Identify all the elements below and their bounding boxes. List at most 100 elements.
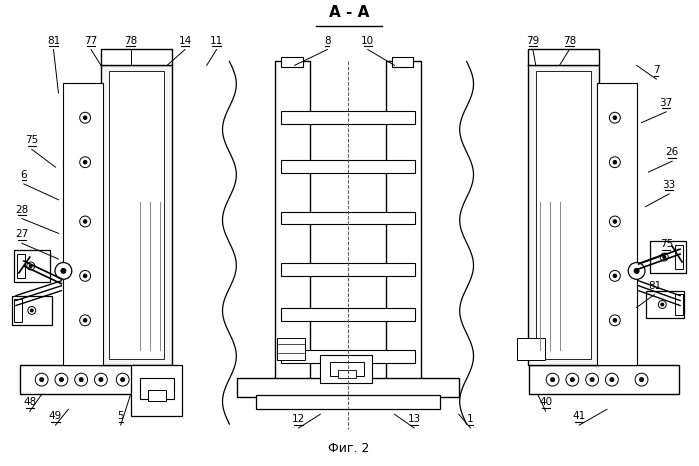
Circle shape (80, 315, 91, 326)
Bar (256, 396, 440, 409)
Circle shape (610, 157, 620, 168)
Bar (17, 254, 25, 278)
Text: 33: 33 (663, 180, 676, 190)
Bar (20, 365, 170, 394)
Circle shape (613, 219, 617, 223)
Bar (529, 365, 679, 394)
Bar (64, 83, 103, 365)
Text: 41: 41 (572, 411, 586, 421)
Circle shape (116, 373, 129, 386)
Circle shape (40, 377, 43, 382)
Bar (140, 377, 174, 399)
Circle shape (610, 112, 620, 123)
Bar (281, 111, 415, 123)
Text: 1: 1 (467, 414, 474, 424)
Text: 8: 8 (324, 35, 331, 46)
Circle shape (55, 262, 72, 279)
Circle shape (28, 307, 36, 315)
Text: 27: 27 (15, 229, 29, 239)
Bar (281, 212, 415, 225)
Circle shape (605, 373, 619, 386)
Text: 28: 28 (15, 205, 29, 214)
Bar (14, 250, 50, 282)
Text: 75: 75 (25, 136, 38, 145)
Circle shape (628, 262, 645, 279)
Circle shape (613, 160, 617, 164)
Text: 5: 5 (117, 411, 124, 421)
Circle shape (613, 274, 617, 278)
Circle shape (546, 373, 559, 386)
Bar (536, 71, 591, 359)
Circle shape (80, 157, 91, 168)
Bar (528, 65, 599, 365)
Circle shape (551, 377, 554, 382)
Bar (281, 263, 415, 276)
Circle shape (83, 319, 87, 322)
Text: 77: 77 (85, 35, 98, 46)
Bar (101, 65, 172, 365)
Circle shape (29, 265, 32, 267)
Bar (281, 350, 415, 363)
Circle shape (610, 216, 620, 227)
Text: А - А: А - А (329, 5, 369, 20)
Bar (281, 57, 303, 67)
Circle shape (80, 216, 91, 227)
Circle shape (80, 112, 91, 123)
Circle shape (35, 373, 48, 386)
Bar (109, 71, 164, 359)
Bar (391, 57, 413, 67)
Text: 79: 79 (526, 35, 540, 46)
Circle shape (634, 268, 639, 274)
Text: 12: 12 (292, 414, 305, 424)
Circle shape (30, 309, 34, 312)
Circle shape (79, 377, 83, 382)
Text: 13: 13 (408, 414, 421, 424)
Bar (131, 365, 182, 416)
Circle shape (27, 262, 35, 270)
Bar (675, 294, 683, 315)
Circle shape (663, 255, 665, 259)
Polygon shape (528, 48, 599, 65)
Bar (517, 338, 545, 360)
Bar (651, 241, 686, 273)
Circle shape (570, 377, 575, 382)
Circle shape (566, 373, 579, 386)
Text: 10: 10 (361, 35, 375, 46)
Circle shape (661, 253, 668, 261)
Bar (320, 355, 372, 383)
Bar (386, 62, 421, 380)
Circle shape (610, 270, 620, 281)
Bar (647, 291, 684, 318)
Circle shape (61, 268, 66, 274)
Bar (597, 83, 637, 365)
Polygon shape (101, 48, 172, 65)
Text: 11: 11 (210, 35, 223, 46)
Bar (330, 362, 364, 376)
Text: 26: 26 (665, 147, 679, 157)
Bar (338, 370, 356, 377)
Circle shape (610, 315, 620, 326)
Circle shape (121, 377, 124, 382)
Circle shape (635, 373, 648, 386)
Circle shape (658, 301, 666, 308)
Circle shape (586, 373, 598, 386)
Bar (281, 160, 415, 173)
Text: 48: 48 (23, 397, 36, 407)
Circle shape (59, 377, 64, 382)
Text: 81: 81 (47, 35, 60, 46)
Text: 49: 49 (49, 411, 62, 421)
Text: 37: 37 (660, 98, 673, 108)
Text: 14: 14 (178, 35, 192, 46)
Text: 40: 40 (539, 397, 552, 407)
Circle shape (94, 373, 108, 386)
Circle shape (80, 270, 91, 281)
Circle shape (75, 373, 87, 386)
Bar (14, 299, 22, 322)
Text: Фиг. 2: Фиг. 2 (329, 442, 370, 455)
Circle shape (83, 219, 87, 223)
Circle shape (610, 377, 614, 382)
Circle shape (83, 116, 87, 119)
Circle shape (83, 274, 87, 278)
Bar (12, 295, 52, 325)
Circle shape (640, 377, 644, 382)
